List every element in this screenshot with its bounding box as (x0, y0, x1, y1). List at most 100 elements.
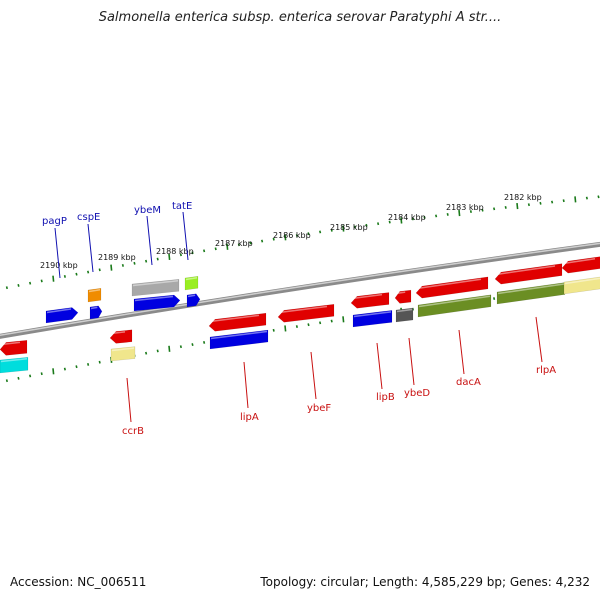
top-scale-tick (504, 205, 507, 209)
bottom-scale-tick (156, 349, 159, 353)
gene-dacA-block-sheen (416, 278, 482, 290)
gene-ybeD-gray-block-sheen (396, 308, 413, 313)
top-scale-tick (191, 251, 194, 255)
gene-cspE-block-sheen (90, 306, 98, 310)
kbp-label-2185: 2185 kbp (330, 223, 368, 232)
bottom-scale-tick (179, 345, 182, 349)
top-scale-tick (411, 217, 414, 221)
gene-label-ybeD: ybeD (404, 388, 430, 399)
top-scale-tick (597, 195, 600, 199)
gene-rlpA-block (494, 263, 563, 285)
bottom-scale-tick (29, 374, 32, 378)
gene-label-leaders (54, 211, 543, 423)
gene-ybeM-gray-block-sheen (132, 280, 179, 287)
bottom-scale-tick (5, 379, 8, 383)
gene-rlpA-block-sheen (495, 265, 556, 276)
gene-label-ybeF: ybeF (307, 403, 331, 414)
top-scale-tick (179, 253, 182, 257)
bottom-scale-tick (493, 297, 496, 300)
top-scale-tick (446, 213, 449, 216)
top-scale-tick (527, 203, 530, 207)
bottom-scale-tick (330, 319, 333, 323)
bottom-scale-tick (272, 328, 275, 332)
kbp-scale-top (5, 195, 600, 290)
top-scale-tick (585, 196, 588, 200)
top-scale-tick (272, 237, 275, 241)
gene-label-lipA: lipA (240, 412, 259, 423)
gene-lipB-blue-block-sheen (353, 311, 392, 318)
kbp-label-2183: 2183 kbp (446, 203, 484, 212)
gene-ybeF-block (277, 303, 335, 323)
top-scale-tick (539, 201, 542, 205)
gene-ccrB-block (109, 329, 133, 344)
kbp-label-2188: 2188 kbp (156, 247, 194, 256)
top-scale-tick (98, 268, 101, 272)
top-scale-tick (307, 232, 310, 236)
leader-lipB (376, 342, 383, 390)
bottom-scale-tick (52, 368, 55, 375)
gene-tatE-block (186, 293, 201, 308)
top-scale-tick (284, 234, 287, 241)
top-scale-tick (342, 225, 345, 232)
map-title: Salmonella enterica subsp. enterica sero… (98, 10, 502, 25)
bottom-scale-tick (75, 365, 78, 369)
gene-labels: pagP cspE ybeM tatE ccrB lipA ybeF lipB … (42, 201, 556, 437)
top-scale-tick (156, 257, 159, 261)
top-scale-tick (481, 208, 484, 212)
top-scale-tick (145, 259, 148, 263)
gene-label-cspE: cspE (77, 212, 100, 223)
backbone-track (0, 241, 600, 339)
gene-rlpA-olive-block-sheen (497, 283, 565, 295)
gene-label-dacA: dacA (456, 377, 481, 388)
gene-label-rlpA: rlpA (536, 365, 556, 376)
leader-cspE (87, 223, 94, 273)
top-scale-tick (5, 286, 8, 290)
gene-lipB-block-sheen (351, 293, 383, 300)
top-scale-tick (423, 216, 426, 219)
kbp-label-2189: 2189 kbp (98, 253, 136, 262)
bottom-scale-tick (168, 345, 171, 352)
backbone-track-highlight (0, 242, 600, 337)
gene-dacA-block (415, 276, 489, 299)
gene-lipA-blue-block (209, 329, 269, 350)
gene-lipB-blue-block (352, 310, 393, 328)
gene-ybeF-block-sheen (278, 305, 328, 314)
top-scale-tick (388, 220, 391, 224)
top-scale-tick (458, 209, 461, 217)
top-scale-tick (493, 207, 496, 211)
gene-ccrB-khaki-block (110, 346, 136, 362)
top-scale-tick (330, 228, 333, 232)
leader-rlpA (535, 316, 543, 363)
gene-dacA-olive-block (417, 294, 492, 318)
top-scale-tick (40, 279, 43, 283)
leader-tatE (182, 211, 189, 261)
bottom-scale-tick (284, 325, 287, 332)
gene-ybeM-block-sheen (134, 295, 174, 302)
bottom-scale-tick (342, 316, 345, 323)
gene-pagP-block-sheen (46, 308, 72, 314)
gene-label-ybeM: ybeM (134, 205, 161, 216)
gene-ccrB-khaki-block-sheen (111, 347, 135, 352)
gene-cspE-block (89, 305, 103, 320)
top-scale-tick (75, 272, 78, 276)
gene-right-red-block-sheen (562, 257, 596, 265)
bottom-scale-tick (87, 362, 90, 366)
top-scale-tick (562, 199, 565, 203)
gene-right-khaki-block-sheen (564, 277, 600, 285)
kbp-label-2184: 2184 kbp (388, 213, 426, 222)
gene-label-lipB: lipB (376, 392, 395, 403)
top-scale-tick (214, 247, 217, 251)
leader-ccrB (126, 377, 132, 423)
top-scale-tick (319, 230, 322, 234)
bottom-scale-tick (203, 340, 206, 344)
leader-ybeD (408, 337, 415, 386)
gene-dacA-olive-block-sheen (418, 295, 491, 308)
gene-ybeD-block-sheen (395, 291, 406, 295)
bottom-scale-tick (319, 321, 322, 325)
gene-lipA-block (208, 312, 267, 332)
leader-pagP (54, 227, 61, 279)
gene-rlpA-olive-block (496, 282, 566, 305)
gene-tatE-block-sheen (187, 294, 196, 298)
gene-label-tatE: tatE (172, 201, 192, 212)
leader-ybeF (310, 351, 317, 400)
